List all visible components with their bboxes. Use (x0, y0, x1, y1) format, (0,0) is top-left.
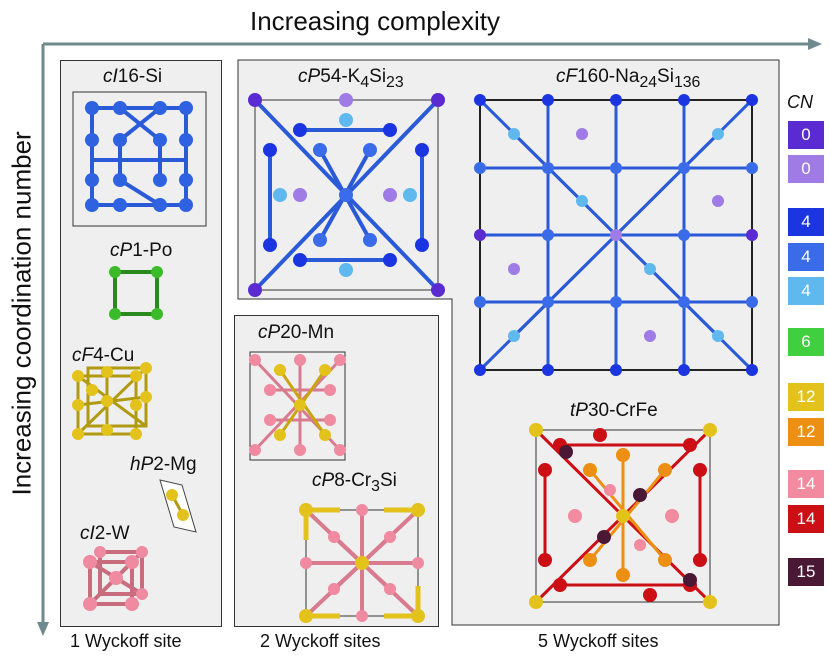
cf4-cu-structure (72, 362, 152, 440)
cp8-cr3si-title: cP8-Cr3Si (312, 470, 397, 495)
panel-1-wyckoff (60, 60, 222, 627)
panel-2-wyckoff (234, 315, 439, 627)
cn-legend-item: 4 (788, 243, 824, 271)
cn-legend-item: 15 (788, 558, 824, 586)
cn-legend-item: 12 (788, 418, 824, 446)
cf160-na24si136-structure (474, 94, 758, 376)
cn-legend-item: 14 (788, 505, 824, 533)
cf4-cu-title: cF4-Cu (72, 345, 135, 366)
cn-legend-title: CN (787, 92, 813, 112)
ci16-si-title: cI16-Si (103, 66, 163, 87)
cp20-mn-title: cP20-Mn (258, 322, 335, 343)
footer-2-wyckoff: 2 Wyckoff sites (260, 631, 381, 651)
cp20-mn-structure (249, 351, 346, 461)
ci2-w-title: cI2-W (80, 523, 130, 544)
ci16-si-structure (72, 91, 207, 227)
tp30-crfe-structure (529, 423, 717, 609)
cn-legend-item: 4 (788, 277, 824, 305)
cp1-po-structure (109, 266, 163, 320)
cn-legend-item: 14 (788, 470, 824, 498)
cn-legend-item: 0 (788, 121, 824, 149)
cn-legend-item: 0 (788, 155, 824, 183)
complexity-axis-label: Increasing complexity (250, 6, 500, 36)
footer-1-wyckoff: 1 Wyckoff site (70, 631, 182, 651)
cp54-k4si23-structure (248, 93, 445, 297)
cf160-na24si136-title: cF160-Na24Si136 (556, 66, 701, 91)
hp2-mg-structure (159, 479, 197, 533)
cn-legend-item: 12 (788, 383, 824, 411)
tp30-crfe-title: tP30-CrFe (570, 400, 658, 421)
cn-legend-item: 4 (788, 208, 824, 236)
cn-legend-item: 6 (788, 328, 824, 356)
cp1-po-title: cP1-Po (110, 240, 173, 261)
cp8-cr3si-structure (299, 503, 425, 623)
hp2-mg-title: hP2-Mg (130, 454, 197, 475)
footer-5-wyckoff: 5 Wyckoff sites (538, 631, 659, 651)
ci2-w-structure (83, 546, 148, 611)
cp54-k4si23-title: cP54-K4Si23 (298, 66, 404, 91)
